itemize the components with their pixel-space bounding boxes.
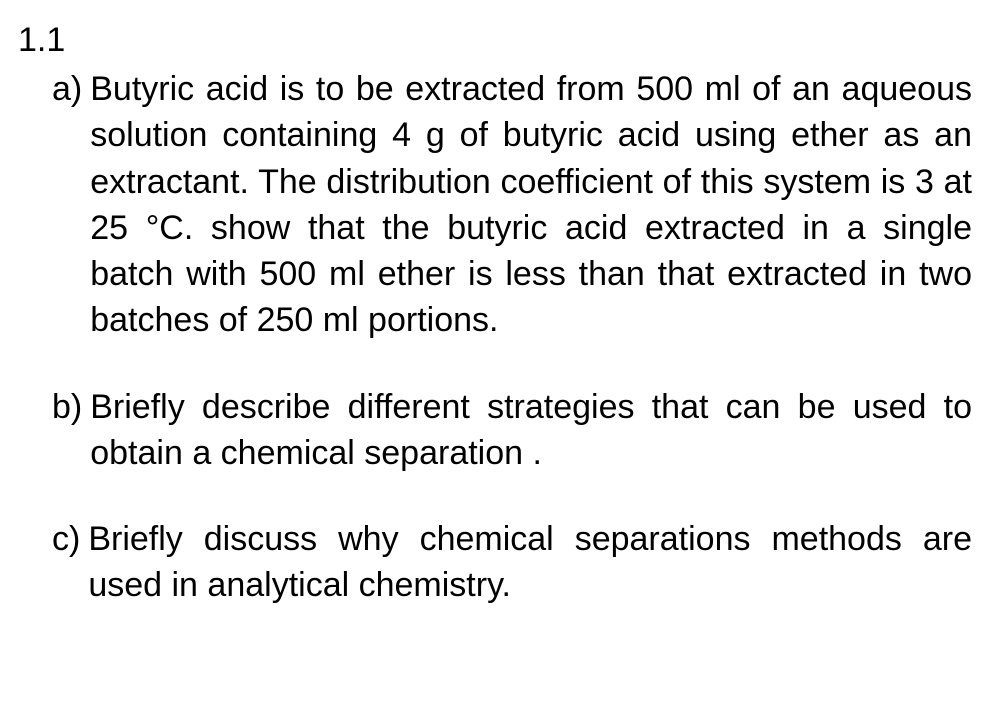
item-letter: c) [52, 516, 80, 562]
question-item: a) Butyric acid is to be extracted from … [52, 66, 972, 343]
item-text: Briefly describe different strategies th… [82, 384, 972, 476]
item-text: Butyric acid is to be extracted from 500… [82, 66, 972, 343]
item-text: Briefly discuss why chemical separations… [80, 516, 972, 608]
question-item: c) Briefly discuss why chemical separati… [52, 516, 972, 608]
question-page: 1.1 a) Butyric acid is to be extracted f… [0, 0, 996, 633]
item-letter: b) [52, 384, 82, 430]
item-letter: a) [52, 66, 82, 112]
question-item: b) Briefly describe different strategies… [52, 384, 972, 476]
question-number: 1.1 [18, 18, 972, 62]
